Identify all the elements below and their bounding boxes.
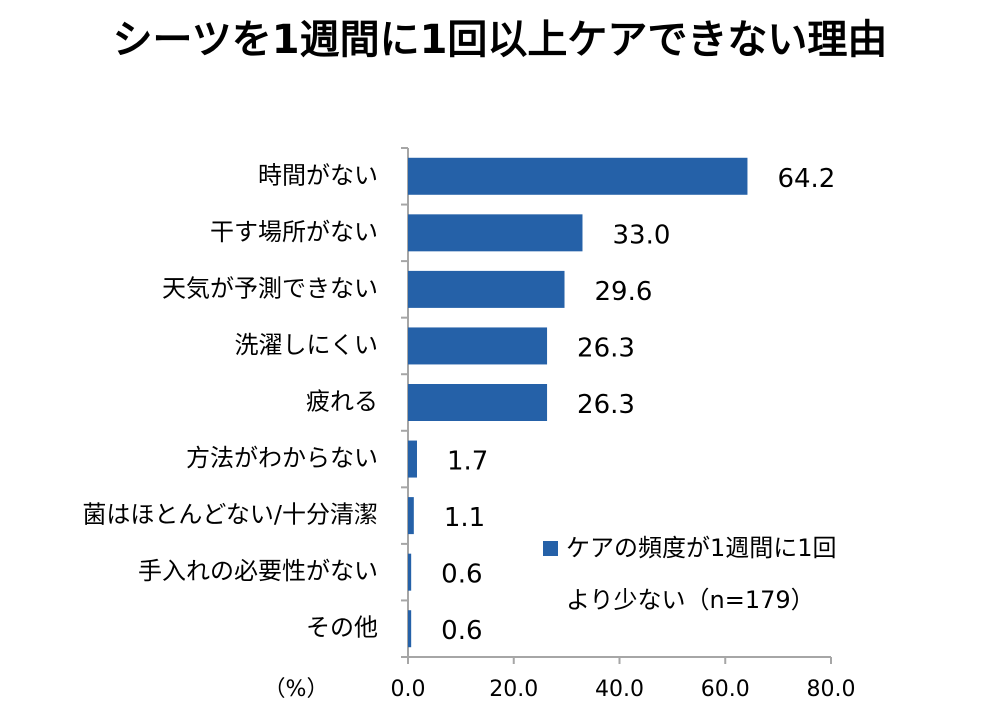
bar <box>408 157 748 195</box>
bar <box>408 610 412 648</box>
x-axis-label: （%） <box>264 677 329 702</box>
bar <box>408 553 412 591</box>
bar <box>408 384 548 421</box>
y-tick-label: 干す場所がない <box>210 218 378 246</box>
x-tick-label: 0.0 <box>391 677 426 702</box>
y-tick-label: 手入れの必要性がない <box>138 557 378 585</box>
legend-label: ケアの頻度が1週間に1回より少ない（n=179） <box>566 534 837 614</box>
bar <box>408 214 583 252</box>
value-label: 26.3 <box>577 333 635 363</box>
bar <box>408 327 548 365</box>
x-tick-label: 20.0 <box>489 677 538 702</box>
value-label: 0.6 <box>441 560 482 590</box>
value-label: 26.3 <box>577 390 635 420</box>
bar <box>408 497 414 535</box>
y-tick-label: 疲れる <box>306 388 378 416</box>
y-tick-label: その他 <box>306 614 378 642</box>
value-label: 1.7 <box>447 447 488 477</box>
legend: ケアの頻度が1週間に1回より少ない（n=179） <box>566 534 837 614</box>
y-tick-label: 方法がわからない <box>186 444 378 472</box>
y-tick-label: 洗濯しにくい <box>234 331 378 359</box>
bar <box>408 270 565 308</box>
value-label: 1.1 <box>444 503 485 533</box>
value-label: 0.6 <box>441 616 482 646</box>
x-tick-label: 40.0 <box>595 677 644 702</box>
value-label: 33.0 <box>612 220 670 250</box>
bar <box>408 440 417 478</box>
chart-title: シーツを1週間に1回以上ケアできない理由 <box>113 17 888 63</box>
y-tick-label: 菌はほとんどない/十分清潔 <box>82 501 378 529</box>
value-label: 29.6 <box>595 277 653 307</box>
value-label: 64.2 <box>777 164 835 194</box>
legend-swatch <box>543 541 558 556</box>
y-tick-label: 天気が予測できない <box>162 274 378 302</box>
y-tick-label: 時間がない <box>258 161 378 189</box>
x-tick-label: 80.0 <box>807 677 856 702</box>
x-tick-label: 60.0 <box>701 677 750 702</box>
